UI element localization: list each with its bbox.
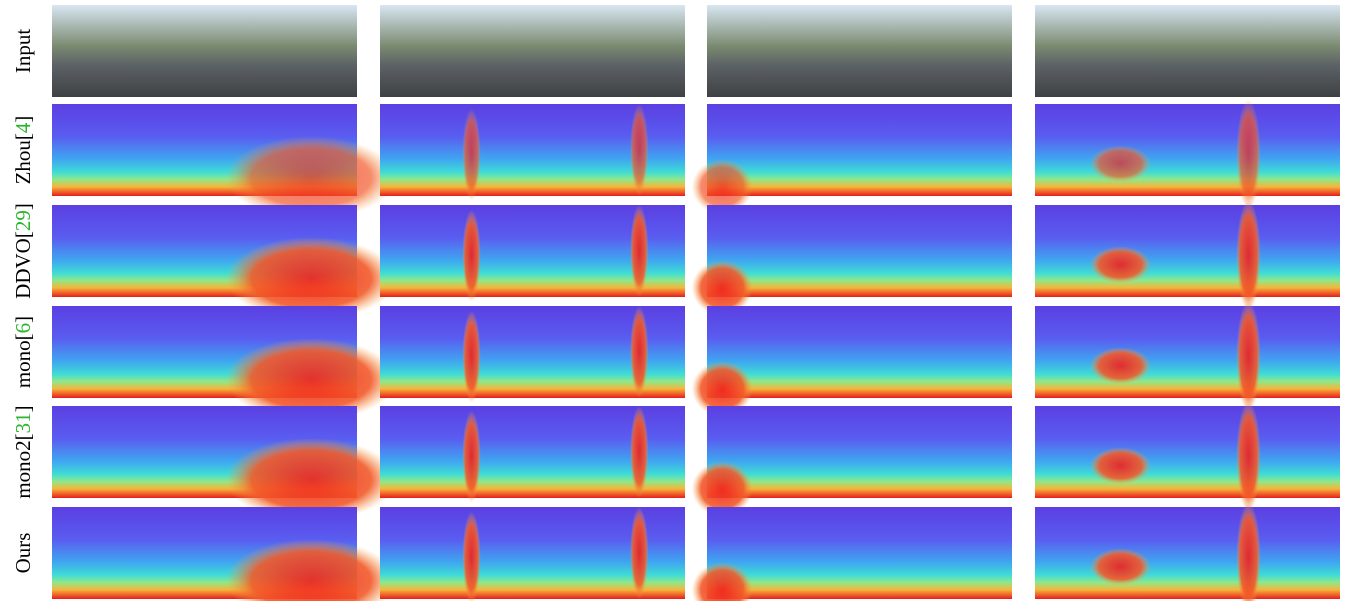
depth-map — [380, 507, 685, 601]
near-object — [1090, 548, 1151, 585]
label-text: ] — [11, 203, 35, 210]
depth-map — [692, 406, 1012, 516]
near-object — [1236, 200, 1260, 310]
near-object — [1090, 447, 1151, 484]
label-text: Input — [11, 29, 35, 73]
depth-map — [1035, 99, 1340, 209]
input-image — [380, 5, 685, 97]
near-object — [630, 306, 648, 398]
depth-map — [692, 507, 1012, 601]
near-object — [462, 411, 480, 503]
near-object — [630, 104, 648, 196]
near-object — [1236, 301, 1260, 411]
image-fill — [1035, 104, 1340, 196]
figure: InputZhou[4]DDVO[29]mono[6]mono2[31]Ours — [0, 0, 1349, 601]
row-label: Input — [11, 29, 35, 73]
citation: 4 — [11, 122, 35, 133]
image-fill — [52, 5, 357, 97]
label-text: ] — [11, 405, 35, 412]
image-fill — [380, 5, 685, 97]
image-fill — [1035, 205, 1340, 297]
depth-map — [692, 205, 1012, 315]
image-fill — [707, 205, 1012, 297]
depth-map — [1035, 200, 1340, 310]
label-text: Zhou[ — [11, 133, 35, 184]
near-object — [462, 210, 480, 302]
near-object — [1090, 246, 1151, 283]
image-fill — [1035, 306, 1340, 398]
citation: 29 — [11, 210, 35, 231]
image-fill — [707, 306, 1012, 398]
row-label: mono[6] — [11, 316, 35, 388]
depth-map — [380, 205, 685, 302]
label-text: ] — [11, 316, 35, 323]
depth-map — [1035, 401, 1340, 511]
input-image — [52, 5, 357, 97]
depth-map — [692, 306, 1012, 416]
near-object — [630, 507, 648, 599]
depth-map — [692, 104, 1012, 214]
near-object — [1090, 145, 1151, 182]
depth-map — [52, 507, 397, 601]
depth-map — [52, 306, 397, 421]
image-fill — [707, 507, 1012, 599]
image-fill — [707, 5, 1012, 97]
image-fill — [1035, 507, 1340, 599]
label-text: DDVO[ — [11, 231, 35, 299]
depth-map — [52, 104, 397, 219]
input-image — [707, 5, 1012, 97]
depth-map — [1035, 502, 1340, 601]
label-text: mono2[ — [11, 433, 35, 498]
depth-map — [1035, 301, 1340, 411]
citation: 31 — [11, 412, 35, 433]
near-object — [1236, 99, 1260, 209]
row-label: DDVO[29] — [11, 203, 35, 299]
near-object — [630, 406, 648, 498]
image-fill — [707, 104, 1012, 196]
depth-map — [380, 306, 685, 403]
near-object — [462, 512, 480, 601]
input-image — [1035, 5, 1340, 97]
near-object — [462, 109, 480, 201]
row-label: mono2[31] — [11, 405, 35, 498]
depth-map — [52, 406, 397, 521]
label-text: Ours — [11, 533, 35, 574]
citation: 6 — [11, 323, 35, 334]
row-label: Zhou[4] — [11, 116, 35, 185]
near-object — [630, 205, 648, 297]
image-fill — [1035, 406, 1340, 498]
near-object — [1236, 401, 1260, 511]
depth-map — [380, 406, 685, 503]
image-fill — [1035, 5, 1340, 97]
depth-map — [380, 104, 685, 201]
row-label: Ours — [11, 533, 35, 574]
label-text: ] — [11, 116, 35, 123]
depth-map — [52, 205, 397, 320]
label-text: mono[ — [11, 333, 35, 388]
near-object — [1090, 347, 1151, 384]
image-fill — [707, 406, 1012, 498]
near-object — [462, 311, 480, 403]
